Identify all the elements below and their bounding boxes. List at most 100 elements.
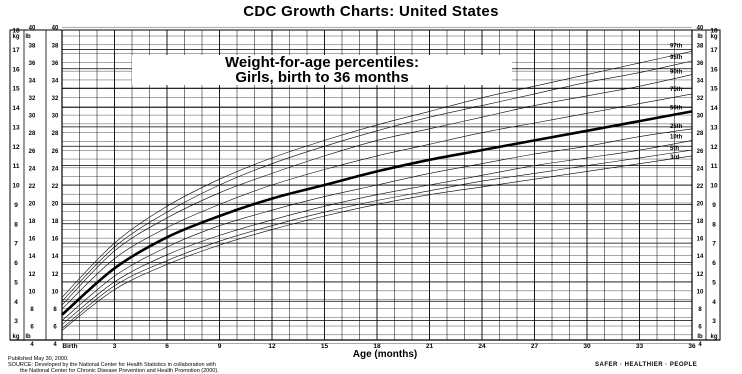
kg-tick-label-right: 14 [710, 105, 718, 112]
lb-tick-label-right: 10 [697, 289, 704, 295]
lb-tick-label-inner: 26 [52, 149, 59, 155]
kg-tick-label-right: 8 [712, 221, 716, 228]
kg-tick-label-right: 4 [712, 299, 716, 306]
percentile-label-50th: 50th [670, 105, 683, 111]
lb-tick-label-left: 40 [29, 26, 36, 32]
lb-tick-label-left: 38 [29, 43, 36, 49]
x-tick-label: 30 [583, 343, 591, 350]
percentile-curve-3rd [61, 155, 693, 331]
x-tick-label: 9 [218, 343, 222, 350]
kg-tick-label-left: 16 [12, 66, 20, 73]
lb-tick-label-inner: 20 [52, 201, 59, 207]
kg-tick-label-left: 14 [12, 105, 20, 112]
lb-tick-label-right: 22 [697, 184, 704, 190]
kg-tick-label-left: 15 [12, 86, 20, 93]
x-tick-label: 21 [426, 343, 434, 350]
kg-tick-label-left: 8 [14, 221, 18, 228]
kg-tick-label-left: 9 [14, 202, 18, 209]
percentile-label-25th: 25th [670, 124, 683, 130]
x-tick-label: 15 [321, 343, 329, 350]
lb-tick-label-inner: 12 [52, 272, 59, 278]
x-tick-label: Birth [62, 343, 77, 350]
chart-title-line-1: Weight-for-age percentiles: [225, 54, 419, 71]
lb-tick-label-left: 32 [29, 96, 36, 102]
percentile-curve-90th [61, 74, 693, 306]
page-title: CDC Growth Charts: United States [243, 3, 499, 20]
publisher-logo-text: SAFER · HEALTHIER · PEOPLE [595, 362, 698, 368]
lb-tick-label-right: 38 [697, 43, 704, 49]
percentile-label-3rd: 3rd [670, 155, 680, 161]
kg-tick-label-right: 12 [710, 144, 718, 151]
x-axis-label: Age (months) [353, 349, 417, 360]
lb-tick-label-inner: 18 [52, 219, 59, 225]
lb-tick-label-inner: 6 [53, 325, 57, 331]
kg-tick-label-right: 5 [712, 279, 716, 286]
lb-tick-label-right: 30 [697, 114, 704, 120]
x-tick-label: 24 [478, 343, 486, 350]
percentile-curve-25th [61, 128, 693, 321]
kg-unit-label-bottom-right: kg [710, 334, 717, 340]
lb-tick-label-left: 22 [29, 184, 36, 190]
kg-tick-label-left: 4 [14, 299, 18, 306]
lb-tick-label-inner: 40 [52, 26, 59, 32]
percentile-label-97th: 97th [670, 43, 683, 49]
lb-tick-label-right: 16 [697, 237, 704, 243]
lb-tick-label-left: 20 [29, 201, 36, 207]
lb-tick-label-right: 20 [697, 201, 704, 207]
kg-tick-label-right: 11 [711, 163, 718, 170]
kg-tick-label-left: 7 [14, 241, 18, 248]
kg-tick-label-left: 11 [13, 163, 20, 170]
lb-tick-label-left: 4 [30, 342, 34, 348]
lb-tick-label-left: 24 [29, 166, 36, 172]
lb-tick-label-right: 26 [697, 149, 704, 155]
lb-tick-label-inner: 16 [52, 237, 59, 243]
lb-tick-label-left: 14 [29, 254, 36, 260]
lb-tick-label-right: 24 [697, 166, 704, 172]
kg-tick-label-left: 17 [12, 47, 20, 54]
x-tick-label: 18 [373, 343, 381, 350]
kg-tick-label-left: 13 [12, 124, 20, 131]
x-tick-label: 6 [165, 343, 169, 350]
lb-tick-label-right: 34 [697, 78, 704, 84]
source-line-2: the National Center for Chronic Disease … [20, 368, 219, 374]
kg-tick-label-right: 15 [710, 86, 718, 93]
lb-tick-label-right: 8 [698, 307, 702, 313]
lb-tick-label-right: 12 [697, 272, 704, 278]
kg-tick-label-right: 18 [710, 28, 718, 35]
lb-unit-label-top-left: lb [25, 34, 31, 40]
lb-tick-label-right: 40 [697, 26, 704, 32]
lb-tick-label-right: 32 [697, 96, 704, 102]
kg-tick-label-right: 13 [710, 124, 718, 131]
kg-tick-label-left: 18 [12, 28, 20, 35]
lb-tick-label-inner: 4 [53, 342, 57, 348]
kg-tick-label-right: 6 [712, 260, 716, 267]
percentile-label-5th: 5th [670, 146, 679, 152]
lb-tick-label-inner: 38 [52, 43, 59, 49]
percentile-curve-50th [61, 110, 693, 316]
x-tick-label: 3 [113, 343, 117, 350]
kg-tick-label-left: 10 [12, 183, 20, 190]
lb-tick-label-right: 36 [697, 61, 704, 67]
lb-tick-label-left: 16 [29, 237, 36, 243]
percentile-curve-97th [61, 51, 693, 298]
kg-unit-label-top-left: kg [12, 34, 19, 40]
plot-frame [9, 29, 721, 341]
percentile-curve-10th [61, 140, 693, 325]
lb-tick-label-left: 34 [29, 78, 36, 84]
lb-tick-label-inner: 32 [52, 96, 59, 102]
lb-unit-label-bottom-left: lb [25, 334, 31, 340]
lb-tick-label-right: 14 [697, 254, 704, 260]
kg-unit-label-top-right: kg [710, 34, 717, 40]
kg-tick-label-left: 12 [12, 144, 20, 151]
x-tick-label: 27 [531, 343, 539, 350]
lb-tick-label-inner: 28 [52, 131, 59, 137]
lb-unit-label-top-right: lb [697, 34, 703, 40]
kg-tick-label-left: 3 [14, 318, 18, 325]
lb-tick-label-inner: 14 [52, 254, 59, 260]
kg-tick-label-right: 16 [710, 66, 718, 73]
lb-tick-label-inner: 24 [52, 166, 59, 172]
lb-tick-label-left: 18 [29, 219, 36, 225]
lb-tick-label-inner: 8 [53, 307, 57, 313]
percentile-curve-75th [61, 93, 693, 310]
published-date: Published May 30, 2000. [8, 356, 69, 362]
